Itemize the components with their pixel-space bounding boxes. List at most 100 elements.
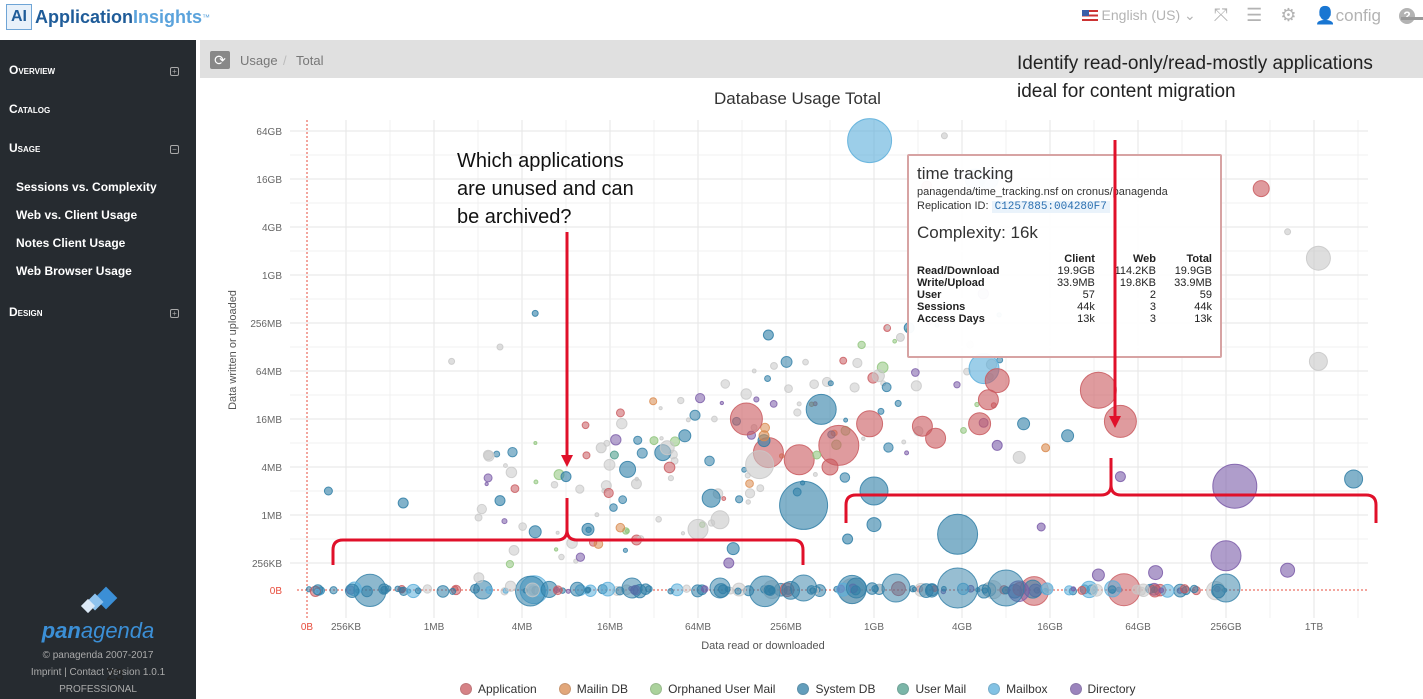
bubble[interactable] [726, 542, 740, 556]
bubble[interactable] [780, 355, 793, 368]
baseline-bubble[interactable] [763, 584, 774, 596]
baseline-bubble[interactable] [414, 587, 422, 595]
bubble[interactable] [494, 495, 506, 507]
bubble[interactable] [636, 447, 648, 459]
sidebar-item-web-vs-client-usage[interactable]: Web vs. Client Usage [16, 208, 138, 222]
bubble[interactable] [507, 446, 518, 458]
bubble[interactable] [925, 427, 947, 449]
bubble[interactable] [397, 497, 409, 509]
bubble[interactable] [721, 496, 727, 502]
bubble[interactable] [678, 429, 692, 443]
bubble[interactable] [1305, 245, 1331, 271]
bubble[interactable] [843, 417, 849, 423]
sidebar-item-sessions-vs-complexity[interactable]: Sessions vs. Complexity [16, 180, 157, 194]
bubble[interactable] [603, 487, 614, 499]
baseline-bubble[interactable] [344, 583, 360, 598]
bubble[interactable] [603, 458, 616, 471]
bubble[interactable] [719, 400, 725, 406]
help-icon[interactable]: ? [1399, 8, 1415, 24]
bubble[interactable] [937, 513, 979, 555]
bubble[interactable] [504, 580, 517, 592]
sidebar-item-usage[interactable]: Usage [9, 141, 40, 155]
bubble[interactable] [624, 528, 630, 534]
bubble[interactable] [769, 399, 778, 408]
bubble[interactable] [871, 369, 885, 383]
expand-icon[interactable]: + [170, 67, 179, 76]
bubble[interactable] [581, 522, 595, 536]
bubble[interactable] [555, 530, 560, 535]
baseline-bubble[interactable] [485, 586, 494, 595]
bubble[interactable] [510, 484, 520, 494]
baseline-bubble[interactable] [422, 584, 433, 594]
bubble[interactable] [704, 455, 715, 467]
bubble[interactable] [448, 357, 456, 365]
bubble[interactable] [689, 409, 701, 421]
language-select[interactable]: English (US) ⌄ [1081, 7, 1196, 24]
baseline-bubble[interactable] [881, 573, 911, 603]
bubble[interactable] [895, 332, 905, 342]
bubble[interactable] [618, 495, 628, 505]
bubble[interactable] [881, 382, 892, 393]
bubble[interactable] [849, 382, 860, 393]
bubble[interactable] [729, 402, 763, 436]
bubble[interactable] [566, 537, 578, 549]
bubble[interactable] [663, 461, 676, 474]
bubble[interactable] [745, 499, 751, 505]
bubble[interactable] [1210, 540, 1242, 572]
bubble[interactable] [711, 415, 718, 423]
baseline-bubble[interactable] [1070, 586, 1077, 592]
bubble[interactable] [1148, 565, 1164, 581]
bubble[interactable] [802, 358, 809, 366]
bubble[interactable] [866, 517, 882, 533]
bubble[interactable] [991, 439, 1003, 451]
baseline-bubble[interactable] [701, 585, 709, 593]
bubble[interactable] [1036, 522, 1046, 532]
bubble[interactable] [710, 510, 730, 530]
bubble[interactable] [505, 466, 518, 479]
bubble[interactable] [476, 503, 487, 515]
baseline-bubble[interactable] [314, 588, 320, 594]
bubble[interactable] [758, 430, 770, 442]
bubble[interactable] [323, 486, 333, 496]
baseline-bubble[interactable] [918, 583, 934, 599]
bubble[interactable] [953, 381, 961, 389]
bubble[interactable] [615, 408, 625, 418]
bubble[interactable] [484, 481, 489, 487]
bubble[interactable] [533, 479, 539, 485]
bubble[interactable] [818, 424, 860, 466]
bubble[interactable] [582, 451, 591, 460]
breadcrumb-usage[interactable]: Usage [240, 53, 278, 68]
baseline-bubble[interactable] [790, 574, 818, 602]
bubble[interactable] [745, 450, 775, 480]
bubble[interactable] [883, 442, 894, 453]
bubble[interactable] [1061, 429, 1075, 443]
gear-icon[interactable]: ⚙ [1280, 5, 1297, 25]
bubble[interactable] [593, 539, 604, 549]
bubble[interactable] [911, 415, 933, 437]
baseline-bubble[interactable] [600, 581, 616, 597]
bubble[interactable] [553, 547, 559, 552]
bubble[interactable] [680, 531, 686, 536]
bubble[interactable] [655, 515, 662, 523]
bubble[interactable] [649, 397, 658, 406]
baseline-bubble[interactable] [569, 581, 585, 597]
bubble[interactable] [960, 427, 967, 434]
baseline-bubble[interactable] [1211, 573, 1241, 603]
baseline-bubble[interactable] [552, 585, 563, 596]
baseline-bubble[interactable] [682, 584, 691, 593]
baseline-bubble[interactable] [667, 588, 674, 595]
bubble[interactable] [473, 572, 485, 584]
bubble[interactable] [904, 450, 910, 456]
bubble[interactable] [745, 479, 754, 488]
bubble[interactable] [1041, 443, 1051, 453]
bubble[interactable] [609, 503, 618, 512]
bubble[interactable] [877, 407, 885, 415]
bubble[interactable] [482, 449, 494, 461]
bubble[interactable] [609, 450, 619, 460]
bubble[interactable] [595, 442, 607, 454]
bubble[interactable] [1212, 463, 1258, 509]
bubble[interactable] [892, 338, 898, 344]
bubble[interactable] [859, 476, 889, 506]
bubble[interactable] [701, 488, 721, 508]
baseline-bubble[interactable] [865, 582, 879, 595]
